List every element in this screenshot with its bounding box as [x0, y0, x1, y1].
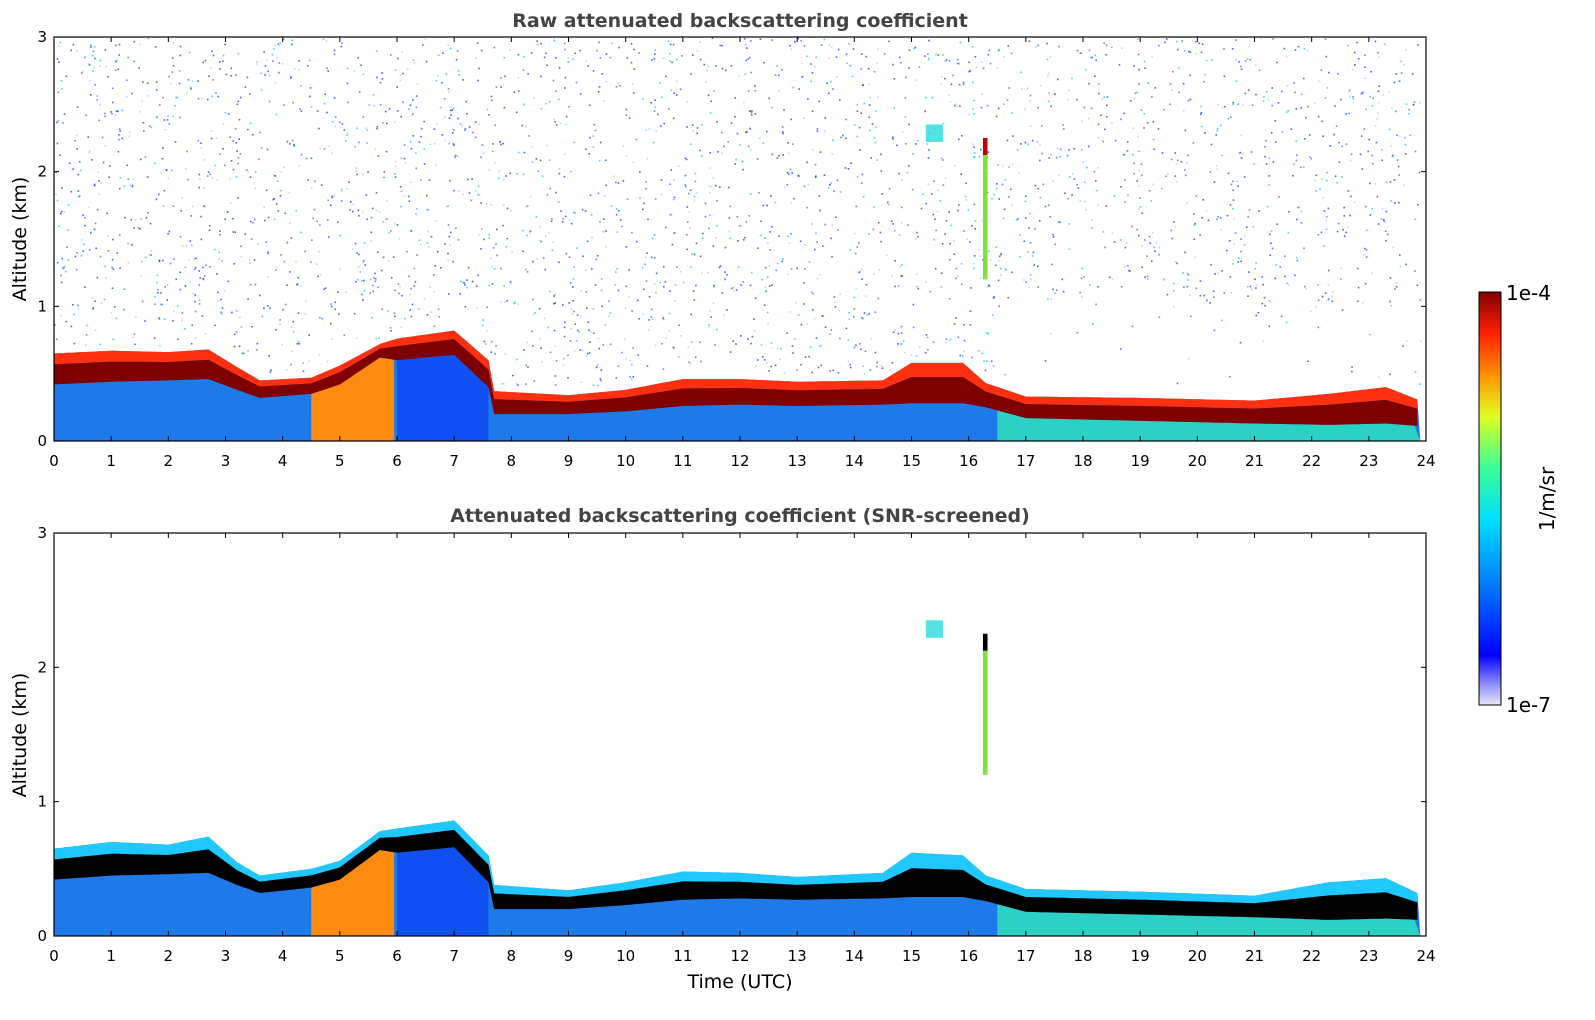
y-tick-label: 0 — [37, 432, 47, 450]
y-tick-label: 3 — [37, 28, 47, 46]
y-tick-label: 1 — [37, 793, 47, 811]
streak-cap — [982, 633, 988, 651]
layer-fringe — [54, 330, 1418, 409]
surface-return-band — [997, 904, 1421, 936]
x-tick-label: 4 — [278, 452, 288, 470]
screened-panel-title: Attenuated backscattering coefficient (S… — [450, 505, 1030, 527]
colorbar-unit-label: 1/m/sr — [1535, 466, 1559, 531]
x-tick-label: 3 — [221, 452, 231, 470]
x-tick-label: 11 — [673, 452, 692, 470]
x-tick-label: 13 — [788, 947, 807, 965]
streak-cap — [982, 138, 988, 155]
y-tick-label: 3 — [37, 524, 47, 542]
x-tick-label: 21 — [1245, 452, 1264, 470]
x-tick-label: 17 — [1016, 452, 1035, 470]
x-tick-label: 24 — [1416, 947, 1435, 965]
vertical-streak — [982, 633, 988, 775]
layer-core — [54, 339, 1418, 426]
x-tick-label: 12 — [730, 947, 749, 965]
screened-backscatter-panel: Attenuated backscattering coefficient (S… — [9, 505, 1436, 993]
x-tick-label: 17 — [1016, 947, 1035, 965]
y-tick-label: 0 — [37, 927, 47, 945]
deep-blue-block — [397, 847, 489, 936]
colorbar-max-label: 1e-4 — [1506, 281, 1551, 305]
raw-backscatter-panel: Raw attenuated backscattering coefficien… — [9, 10, 1436, 470]
x-tick-label: 11 — [673, 947, 692, 965]
x-tick-label: 18 — [1073, 452, 1092, 470]
raw-y-axis-label: Altitude (km) — [9, 177, 31, 302]
x-tick-label: 15 — [902, 947, 921, 965]
noise-speckle-field — [54, 37, 1422, 387]
x-tick-label: 22 — [1302, 947, 1321, 965]
vertical-streak — [982, 138, 988, 280]
x-tick-label: 5 — [335, 452, 345, 470]
x-tick-label: 2 — [164, 947, 174, 965]
deep-blue-block — [397, 354, 489, 441]
x-tick-label: 12 — [730, 452, 749, 470]
x-tick-label: 8 — [507, 947, 517, 965]
y-tick-label: 2 — [37, 163, 47, 181]
raw-heatmap — [54, 37, 1422, 441]
colorbar-min-label: 1e-7 — [1506, 693, 1551, 717]
x-tick-label: 6 — [392, 947, 402, 965]
surface-return-band — [997, 410, 1421, 441]
x-tick-label: 4 — [278, 947, 288, 965]
x-tick-label: 18 — [1073, 947, 1092, 965]
raw-y-ticks: 0 1 2 3 — [37, 28, 1426, 450]
aerosol-block — [311, 850, 395, 936]
x-tick-label: 24 — [1416, 452, 1435, 470]
x-tick-label: 10 — [616, 452, 635, 470]
aloft-patch — [925, 124, 943, 143]
screened-x-ticks: 0 1 2 3 4 5 6 7 8 9 10 11 12 13 14 15 16 17 18 19 20 21 22 23 24 — [49, 533, 1436, 965]
x-tick-label: 1 — [106, 452, 116, 470]
x-axis-label: Time (UTC) — [686, 971, 792, 993]
x-tick-label: 23 — [1359, 947, 1378, 965]
screened-y-axis-label: Altitude (km) — [9, 673, 31, 798]
layer-fringe — [54, 820, 1418, 904]
x-tick-label: 0 — [49, 947, 59, 965]
x-tick-label: 23 — [1359, 452, 1378, 470]
x-tick-label: 7 — [449, 452, 459, 470]
x-tick-label: 10 — [616, 947, 635, 965]
x-tick-label: 9 — [564, 947, 574, 965]
layer-core — [54, 829, 1418, 920]
x-tick-label: 13 — [788, 452, 807, 470]
x-tick-label: 1 — [106, 947, 116, 965]
x-tick-label: 9 — [564, 452, 574, 470]
x-tick-label: 14 — [845, 947, 864, 965]
y-tick-label: 2 — [37, 658, 47, 676]
x-tick-label: 19 — [1131, 947, 1150, 965]
x-tick-label: 2 — [164, 452, 174, 470]
raw-x-ticks: 0 1 2 3 4 5 6 7 8 9 10 11 12 13 14 15 16 17 18 19 20 21 22 23 24 — [49, 37, 1436, 470]
x-tick-label: 7 — [449, 947, 459, 965]
screened-y-ticks: 0 1 2 3 — [37, 524, 1426, 945]
x-tick-label: 15 — [902, 452, 921, 470]
aerosol-block — [311, 357, 395, 441]
aloft-patch — [925, 620, 943, 638]
x-tick-label: 20 — [1188, 947, 1207, 965]
x-tick-label: 19 — [1131, 452, 1150, 470]
x-tick-label: 5 — [335, 947, 345, 965]
raw-panel-title: Raw attenuated backscattering coefficien… — [512, 10, 968, 32]
x-tick-label: 0 — [49, 452, 59, 470]
colorbar-gradient — [1478, 291, 1502, 706]
x-tick-label: 16 — [959, 947, 978, 965]
y-tick-label: 1 — [37, 297, 47, 315]
x-tick-label: 6 — [392, 452, 402, 470]
x-tick-label: 20 — [1188, 452, 1207, 470]
x-tick-label: 21 — [1245, 947, 1264, 965]
x-tick-label: 14 — [845, 452, 864, 470]
screened-heatmap — [54, 620, 1421, 936]
x-tick-label: 16 — [959, 452, 978, 470]
x-tick-label: 22 — [1302, 452, 1321, 470]
x-tick-label: 8 — [507, 452, 517, 470]
colorbar: 1e-4 1e-7 1/m/sr — [1478, 281, 1559, 717]
x-tick-label: 3 — [221, 947, 231, 965]
